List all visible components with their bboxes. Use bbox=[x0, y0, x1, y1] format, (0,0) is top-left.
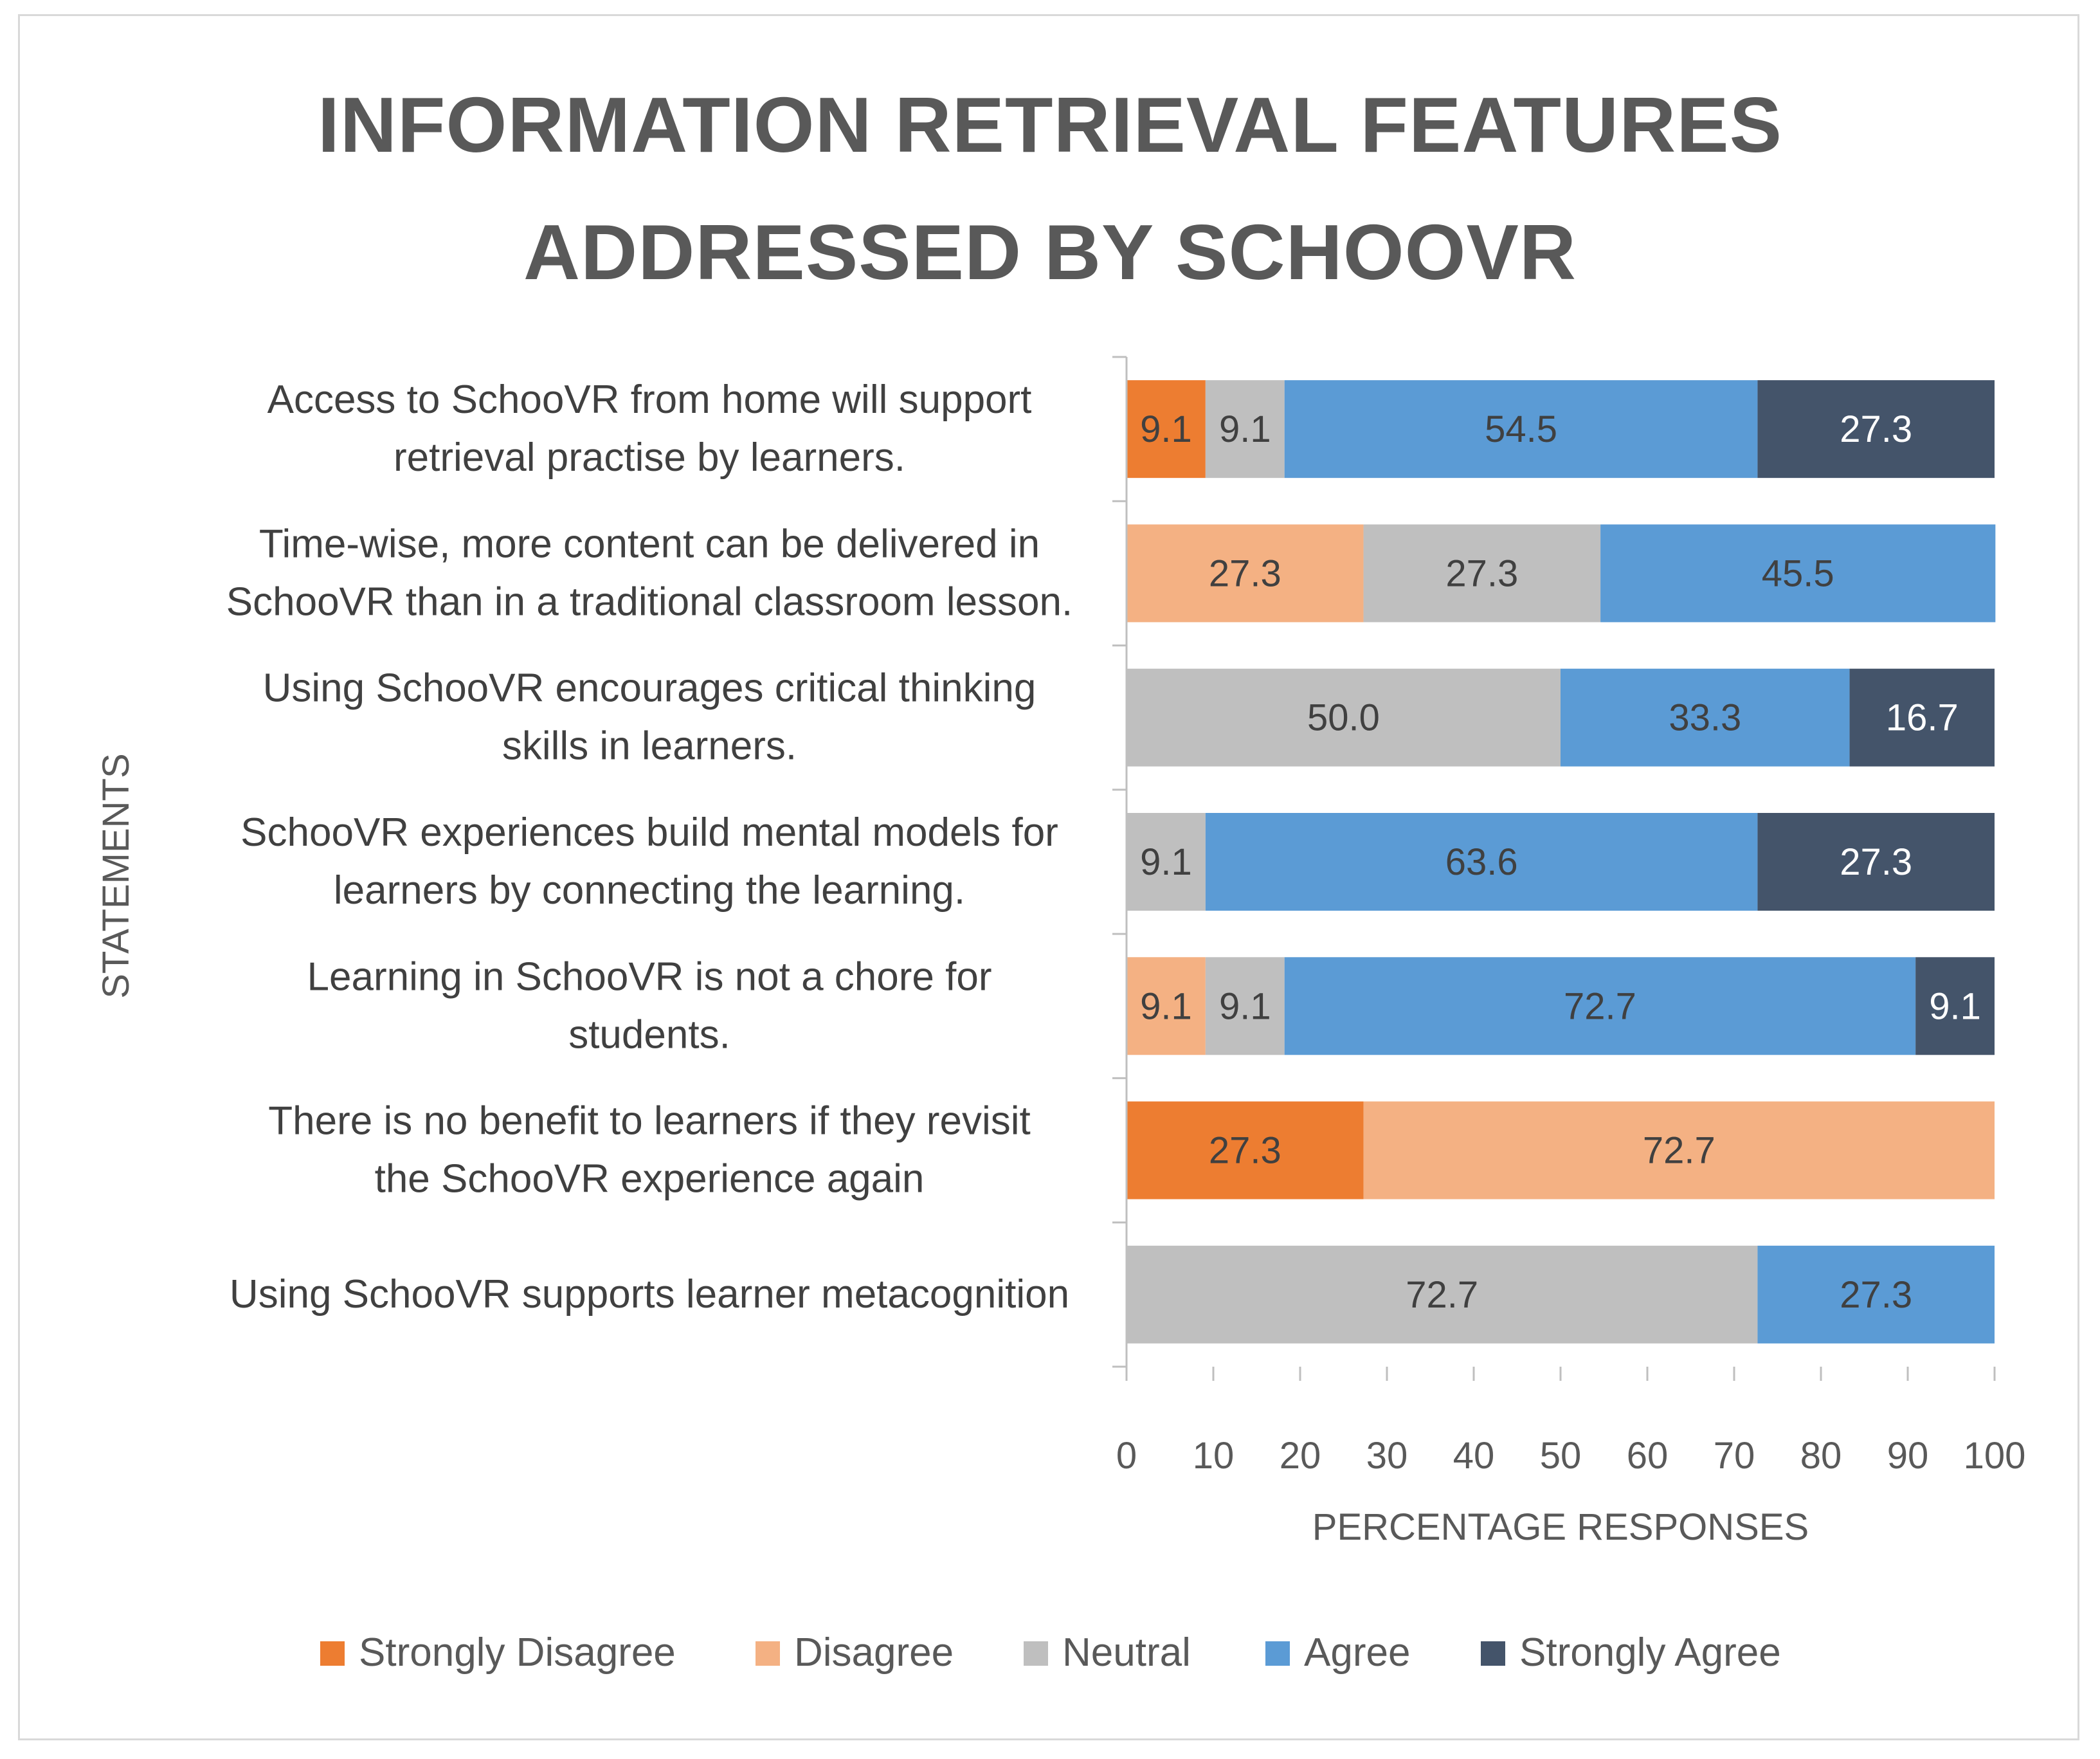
x-tick-label: 20 bbox=[1280, 1435, 1321, 1477]
bar-segment bbox=[1600, 524, 1996, 623]
legend-item: Neutral bbox=[1024, 1630, 1191, 1675]
x-tick-label: 70 bbox=[1714, 1435, 1755, 1477]
bar-segment bbox=[1561, 668, 1850, 767]
data-label: 27.3 bbox=[1209, 1130, 1281, 1172]
legend-swatch bbox=[1481, 1641, 1505, 1666]
data-label: 9.1 bbox=[1140, 841, 1192, 883]
legend-item: Strongly Agree bbox=[1481, 1630, 1781, 1675]
x-tick-label: 60 bbox=[1627, 1435, 1669, 1477]
bar-segment bbox=[1127, 1101, 1364, 1199]
category-label: students. bbox=[568, 1012, 730, 1057]
y-axis-label: STATEMENTS bbox=[95, 753, 137, 998]
x-tick-label: 80 bbox=[1800, 1435, 1842, 1477]
data-label: 27.3 bbox=[1840, 408, 1912, 450]
data-label: 45.5 bbox=[1762, 552, 1834, 594]
legend-swatch bbox=[1265, 1641, 1290, 1666]
bar-segment bbox=[1757, 813, 1995, 911]
chart-title: INFORMATION RETRIEVAL FEATURES ADDRESSED… bbox=[0, 61, 2100, 316]
category-label: retrieval practise by learners. bbox=[394, 435, 905, 480]
bar-segment bbox=[1127, 524, 1364, 623]
x-tick-label: 90 bbox=[1887, 1435, 1929, 1477]
data-label: 54.5 bbox=[1485, 408, 1557, 450]
legend-label: Disagree bbox=[794, 1630, 954, 1675]
bars: 9.1 9.1 54.5 27.3 27.3 27.3 45.5 50.0 33.3 16.7 9.… bbox=[1127, 380, 1996, 1344]
data-label: 27.3 bbox=[1445, 552, 1518, 594]
legend-item: Agree bbox=[1265, 1630, 1410, 1675]
bar-segment bbox=[1205, 380, 1285, 478]
x-tick-label: 0 bbox=[1116, 1435, 1137, 1477]
data-label: 9.1 bbox=[1140, 408, 1192, 450]
axes: 0 10 20 30 40 50 60 70 80 90 100 bbox=[1112, 356, 2026, 1477]
bar-segment bbox=[1849, 668, 1995, 767]
x-axis-label: PERCENTAGE RESPONSES bbox=[1312, 1506, 1809, 1548]
x-tick-label: 30 bbox=[1366, 1435, 1408, 1477]
legend: Strongly Disagree Disagree Neutral Agree Str… bbox=[320, 1630, 1781, 1675]
bar-segment bbox=[1757, 380, 1995, 478]
bar-segment bbox=[1127, 957, 1206, 1055]
legend-swatch bbox=[320, 1641, 345, 1666]
bar-segment bbox=[1363, 524, 1601, 623]
x-tick-label: 10 bbox=[1193, 1435, 1235, 1477]
bar-segment bbox=[1127, 380, 1206, 478]
data-label: 50.0 bbox=[1307, 697, 1380, 739]
category-label: learners by connecting the learning. bbox=[334, 868, 965, 913]
bar-segment bbox=[1915, 957, 1995, 1055]
legend-swatch bbox=[1024, 1641, 1048, 1666]
bar-segment bbox=[1205, 813, 1758, 911]
category-label: skills in learners. bbox=[502, 724, 797, 769]
category-labels: Access to SchooVR from home will support… bbox=[226, 378, 1073, 1317]
data-label: 27.3 bbox=[1840, 841, 1912, 883]
category-label: There is no benefit to learners if they … bbox=[268, 1099, 1030, 1144]
category-label: Using SchooVR supports learner metacogni… bbox=[230, 1272, 1069, 1317]
x-tick-label: 50 bbox=[1540, 1435, 1582, 1477]
x-tick-label: 40 bbox=[1453, 1435, 1495, 1477]
bar-segment bbox=[1205, 957, 1285, 1055]
data-label: 27.3 bbox=[1840, 1274, 1912, 1316]
category-label: the SchooVR experience again bbox=[375, 1157, 925, 1201]
bar-segment bbox=[1127, 1245, 1758, 1344]
category-label: SchooVR than in a traditional classroom … bbox=[226, 579, 1073, 624]
legend-swatch bbox=[756, 1641, 780, 1666]
data-label: 16.7 bbox=[1886, 697, 1959, 739]
legend-item: Strongly Disagree bbox=[320, 1630, 676, 1675]
data-label: 33.3 bbox=[1669, 697, 1741, 739]
legend-label: Strongly Agree bbox=[1519, 1630, 1781, 1675]
data-label: 63.6 bbox=[1445, 841, 1518, 883]
bar-segment bbox=[1127, 668, 1561, 767]
chart-title-line-1: INFORMATION RETRIEVAL FEATURES bbox=[318, 81, 1782, 169]
category-label: SchooVR experiences build mental models … bbox=[240, 810, 1058, 855]
data-label: 9.1 bbox=[1219, 408, 1271, 450]
data-label: 27.3 bbox=[1209, 552, 1281, 594]
bar-segment bbox=[1363, 1101, 1995, 1199]
bar-segment bbox=[1284, 957, 1916, 1055]
chart-title-line-2: ADDRESSED BY SCHOOVR bbox=[523, 208, 1577, 296]
category-label: Access to SchooVR from home will support bbox=[267, 378, 1032, 422]
legend-label: Neutral bbox=[1062, 1630, 1191, 1675]
legend-label: Agree bbox=[1304, 1630, 1410, 1675]
data-label: 72.7 bbox=[1406, 1274, 1478, 1316]
data-label: 9.1 bbox=[1219, 985, 1271, 1027]
bar-segment bbox=[1127, 813, 1206, 911]
x-tick-label: 100 bbox=[1964, 1435, 2026, 1477]
data-label: 9.1 bbox=[1929, 985, 1981, 1027]
legend-label: Strongly Disagree bbox=[359, 1630, 676, 1675]
category-label: Learning in SchooVR is not a chore for bbox=[307, 954, 992, 999]
category-label: Time-wise, more content can be delivered… bbox=[259, 522, 1040, 566]
legend-item: Disagree bbox=[756, 1630, 954, 1675]
data-label: 72.7 bbox=[1643, 1130, 1715, 1172]
bar-segment bbox=[1757, 1245, 1995, 1344]
data-label: 9.1 bbox=[1140, 985, 1192, 1027]
data-label: 72.7 bbox=[1564, 985, 1636, 1027]
bar-segment bbox=[1284, 380, 1758, 478]
category-label: Using SchooVR encourages critical thinki… bbox=[263, 666, 1036, 711]
